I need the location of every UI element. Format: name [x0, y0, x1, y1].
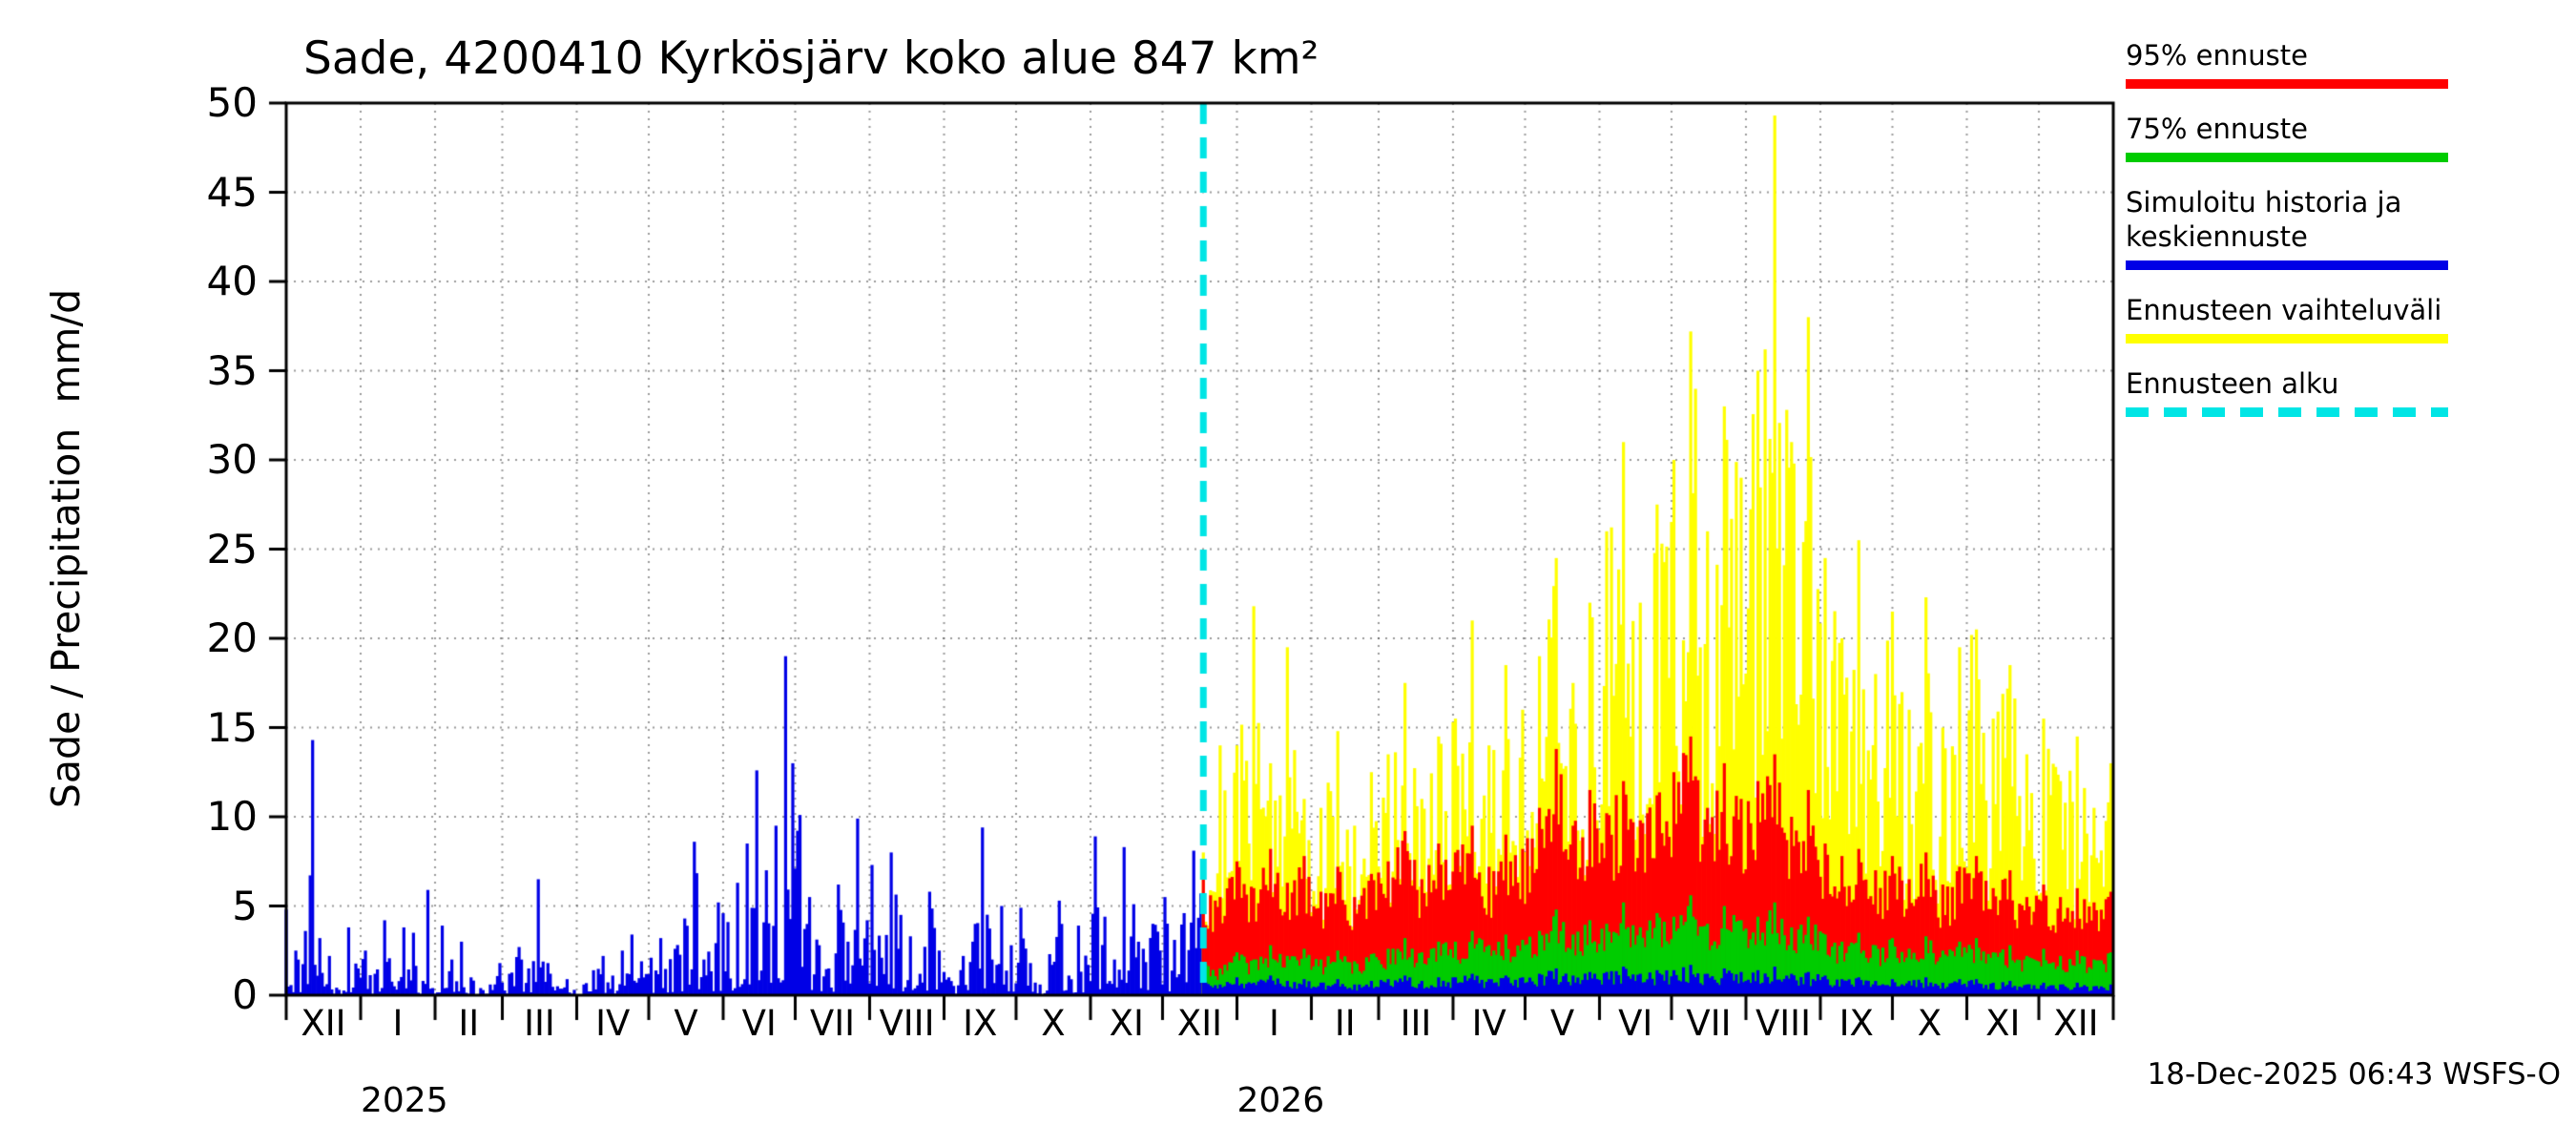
y-axis-label: Sade / Precipitation mm/d — [43, 288, 89, 809]
legend-line-95-ennuste-icon — [2126, 79, 2448, 89]
x-tick-label: IV — [595, 1003, 631, 1044]
x-tick-label: VI — [741, 1003, 777, 1044]
x-tick-label: II — [1334, 1003, 1356, 1044]
legend-line-simuloitu-historia-icon — [2126, 260, 2448, 270]
y-tick-label: 45 — [206, 168, 258, 216]
legend-line-vaihteluvali-icon — [2126, 334, 2448, 344]
x-tick-label: X — [1041, 1003, 1066, 1044]
legend-entry-95-ennuste: 95% ennuste — [2126, 38, 2448, 89]
x-tick-label: V — [674, 1003, 698, 1044]
y-tick-label: 10 — [206, 793, 258, 840]
x-tick-label: XI — [1985, 1003, 2021, 1044]
legend-entry-vaihteluvali: Ennusteen vaihteluväli — [2126, 293, 2448, 344]
legend: 95% ennuste 75% ennuste Simuloitu histor… — [2126, 38, 2448, 440]
x-tick-label: VII — [809, 1003, 856, 1044]
legend-label-95-ennuste: 95% ennuste — [2126, 39, 2308, 72]
y-tick-label: 35 — [206, 346, 258, 394]
year-label: 2025 — [361, 1081, 448, 1120]
legend-entry-75-ennuste: 75% ennuste — [2126, 112, 2448, 162]
legend-label-75-ennuste: 75% ennuste — [2126, 113, 2308, 145]
x-tick-label: VI — [1618, 1003, 1653, 1044]
x-tick-label: XII — [1176, 1003, 1223, 1044]
y-tick-label: 0 — [232, 971, 258, 1018]
x-tick-label: VIII — [879, 1003, 935, 1044]
x-tick-label: V — [1549, 1003, 1575, 1044]
y-tick-label: 50 — [206, 79, 258, 126]
x-tick-label: I — [1269, 1003, 1279, 1044]
x-tick-label: III — [1400, 1003, 1432, 1044]
timestamp: 18-Dec-2025 06:43 WSFS-O — [2147, 1057, 2562, 1092]
x-tick-label: IV — [1471, 1003, 1506, 1044]
x-tick-label: X — [1917, 1003, 1942, 1044]
x-tick-label: VIII — [1755, 1003, 1812, 1044]
y-tick-label: 25 — [206, 525, 258, 572]
year-label: 2026 — [1236, 1081, 1325, 1120]
chart-title: Sade, 4200410 Kyrkösjärv koko alue 847 k… — [303, 32, 1319, 85]
legend-entry-simuloitu-historia: Simuloitu historia ja keskiennuste — [2126, 185, 2448, 270]
legend-label-ennusteen-alku: Ennusteen alku — [2126, 367, 2339, 400]
x-tick-label: VII — [1686, 1003, 1732, 1044]
legend-line-75-ennuste-icon — [2126, 153, 2448, 162]
x-tick-label: XII — [2053, 1003, 2099, 1044]
x-tick-label: XI — [1109, 1003, 1144, 1044]
x-tick-label: III — [524, 1003, 555, 1044]
legend-line-ennusteen-alku-icon — [2126, 407, 2448, 417]
x-tick-label: I — [392, 1003, 404, 1044]
legend-label-vaihteluvali: Ennusteen vaihteluväli — [2126, 294, 2442, 326]
x-tick-label: II — [458, 1003, 480, 1044]
y-tick-label: 30 — [206, 436, 258, 483]
legend-entry-ennusteen-alku: Ennusteen alku — [2126, 366, 2448, 417]
legend-label-simuloitu-historia: Simuloitu historia ja keskiennuste — [2126, 186, 2402, 253]
y-tick-label: 20 — [206, 614, 258, 661]
y-tick-label: 5 — [232, 882, 258, 929]
x-tick-label: IX — [1839, 1003, 1874, 1044]
y-tick-label: 40 — [206, 258, 258, 304]
x-tick-label: IX — [963, 1003, 998, 1044]
x-tick-label: XII — [301, 1003, 346, 1044]
y-tick-label: 15 — [206, 703, 258, 751]
